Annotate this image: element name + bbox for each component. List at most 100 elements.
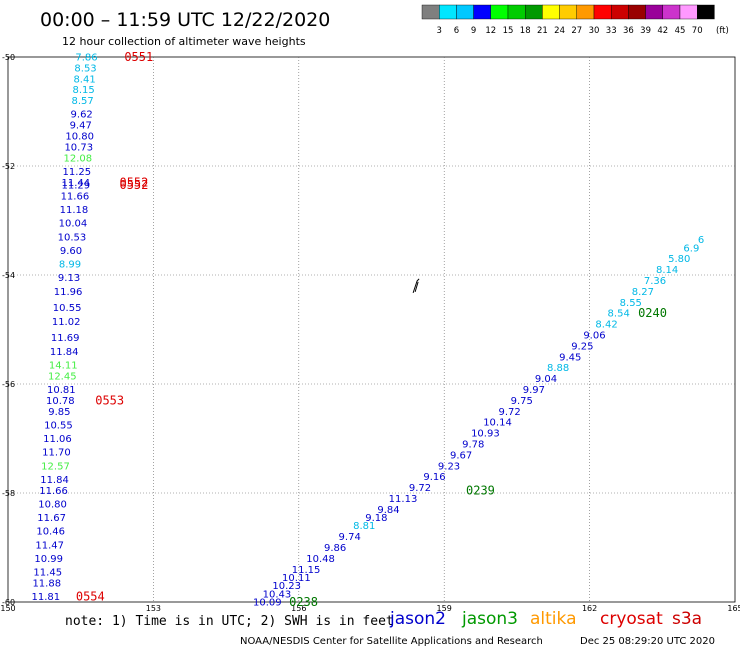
jason2-swh-label: 8.53 [74,63,96,74]
colorbar-swatch [611,4,629,20]
jason2-swh-label: 11.47 [35,540,64,551]
jason3-swh-label: 9.86 [324,543,346,554]
x-tick-label: 159 [437,604,452,613]
chart-title: 00:00 – 11:59 UTC 12/22/2020 [40,9,330,31]
jason3-swh-label: 9.74 [339,532,361,543]
colorbar-tick-label: 39 [640,26,651,36]
x-tick-label: 156 [291,604,306,613]
colorbar-swatch [525,4,543,20]
jason2-swh-label: 8.15 [72,85,94,96]
jason2-swh-label: 11.67 [37,513,66,524]
colorbar-tick-label: 6 [454,26,459,36]
jason3-swh-label: 9.84 [377,505,399,516]
jason2-swh-label: 10.81 [47,385,76,396]
colorbar-tick-label: 12 [485,26,496,36]
jason3-swh-label: 10.43 [263,589,292,600]
y-tick-label: -50 [2,53,15,62]
jason3-swh-label: 11.13 [389,494,418,505]
jason2-swh-label: 12.45 [48,371,77,382]
colorbar-swatch [662,4,681,20]
pass-time-label: 0239 [466,483,495,497]
pass-time-label: 0554 [76,590,105,604]
colorbar-tick-label: 33 [606,26,617,36]
jason2-swh-label: 10.55 [53,303,82,314]
coastline-mark [412,278,420,294]
jason2-swh-label: 10.78 [46,396,75,407]
jason2-swh-label: 9.62 [71,110,93,121]
colorbar-unit: (ft) [716,26,729,36]
jason3-swh-label: 8.88 [547,363,569,374]
jason3-swh-label: 8.81 [353,521,375,532]
colorbar-tick-label: 15 [503,26,514,36]
legend-cryosat: cryosat [600,609,663,629]
jason2-swh-label: 8.99 [59,260,81,271]
pass-time-label: 0238 [289,595,318,609]
colorbar-swatch [679,4,698,20]
jason2-swh-label: 8.57 [72,96,94,107]
colorbar-tick-label: 27 [571,26,582,36]
jason2-swh-label: 11.02 [52,317,81,328]
jason3-swh-label: 8.27 [632,287,654,298]
satellite-legend: jason2 jason3 altika cryosat s3a [389,609,702,629]
colorbar-swatch [559,4,577,20]
jason2-swh-label: 14.11 [49,360,78,371]
y-tick-label: -52 [2,162,15,171]
jason3-swh-label: 9.97 [523,385,545,396]
jason2-swh-label: 12.08 [63,153,92,164]
jason2-swh-label: 10.73 [64,142,93,153]
pass-time-label: 0240 [638,306,667,320]
jason3-swh-label: 10.11 [282,573,311,584]
plot-frame [7,56,736,603]
jason3-swh-label: 9.25 [571,341,593,352]
jason3-swh-label: 10.14 [483,418,512,429]
colorbar-swatch [542,4,560,20]
jason2-swh-label: 11.84 [40,475,69,486]
jason3-swh-label: 9.72 [498,407,520,418]
colorbar-tick-label: 21 [537,26,548,36]
jason2-swh-label: 10.46 [36,527,65,538]
jason2-swh-label: 11.18 [60,205,89,216]
jason3-swh-label: 9.72 [409,483,431,494]
jason2-swh-label: 10.80 [65,132,94,143]
jason2-swh-label: 10.04 [59,219,88,230]
jason3-swh-label: 10.23 [272,581,301,592]
data-labels: 7.868.538.418.158.579.629.4710.8010.7312… [31,53,704,609]
jason2-swh-label: 9.85 [48,407,70,418]
jason3-swh-label: 9.45 [559,352,581,363]
colorbar-tick-label: 70 [692,26,703,36]
colorbar-tick-label: 30 [589,26,600,36]
colorbar-tick-label: 42 [657,26,668,36]
x-tick-label: 150 [0,604,15,613]
jason2-swh-label: 11.44 [62,178,91,189]
jason2-swh-label: 11.70 [42,448,71,459]
colorbar-tick-label: 3 [436,26,441,36]
jason3-swh-label: 8.42 [595,320,617,331]
jason2-swh-label: 9.60 [60,246,82,257]
y-tick-label: -60 [2,598,15,607]
jason2-swh-label: 8.41 [73,74,95,85]
jason2-swh-label: 10.80 [38,499,67,510]
colorbar-swatch [628,4,646,20]
pass-time-label: 0553 [95,393,124,407]
colorbar-tick-label: 24 [554,26,565,36]
jason2-swh-label: 12.57 [41,461,70,472]
jason2-swh-label: 11.06 [43,434,72,445]
legend-jason3: jason3 [461,609,518,629]
jason3-swh-label: 9.18 [365,513,387,524]
colorbar-swatch [507,4,526,20]
jason3-swh-label: 10.93 [471,429,500,440]
jason2-swh-label: 7.86 [75,53,97,64]
legend-s3a: s3a [672,609,702,629]
colorbar-legend: 3 6 9 12 15 18 21 24 27 30 33 36 39 42 45 70 (ft) [421,4,729,36]
jason3-swh-label: 9.67 [450,450,472,461]
jason2-swh-label: 11.29 [62,181,91,192]
jason3-swh-label: 6 [698,235,704,246]
jason2-swh-label: 9.47 [70,121,92,132]
legend-jason2: jason2 [389,609,446,629]
jason3-swh-label: 9.16 [423,472,445,483]
jason3-swh-label: 10.48 [306,554,335,565]
jason3-swh-label: 10.09 [253,598,282,609]
jason3-swh-label: 9.75 [511,396,533,407]
jason3-swh-label: 7.36 [644,276,666,287]
colorbar-swatch [645,4,663,20]
